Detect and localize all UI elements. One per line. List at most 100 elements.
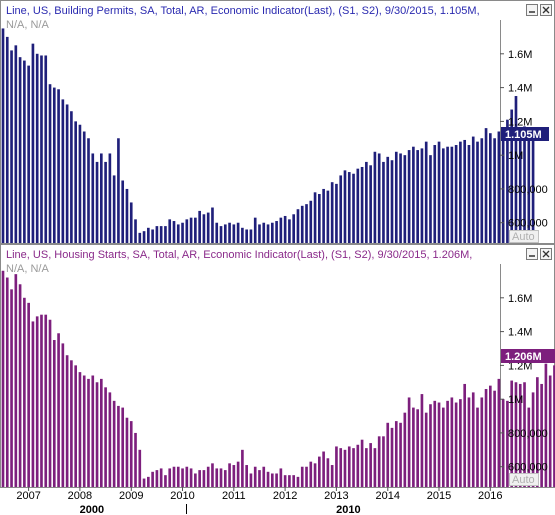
bottom-bar	[138, 449, 142, 487]
top-bar	[510, 109, 514, 243]
top-bar	[394, 151, 398, 243]
top-bar	[531, 137, 535, 243]
top-bar	[527, 131, 531, 243]
bottom-bar	[275, 473, 278, 487]
top-bar	[390, 160, 394, 243]
bottom-bar	[10, 289, 13, 487]
top-bar	[493, 138, 496, 243]
bottom-bar-series	[1, 270, 555, 487]
top-auto-button[interactable]: Auto	[509, 230, 539, 244]
top-bar	[523, 126, 526, 243]
top-bar	[459, 141, 462, 243]
x-year-label: 2015	[427, 490, 451, 502]
top-bar	[31, 43, 35, 244]
bottom-bar	[270, 473, 274, 487]
top-bar	[399, 153, 402, 243]
bottom-bar	[288, 475, 291, 487]
bottom-auto-button[interactable]: Auto	[509, 473, 539, 487]
top-bar	[347, 172, 351, 243]
x-year-label: 2014	[376, 490, 400, 502]
top-bar	[369, 165, 372, 243]
top-bar	[70, 111, 73, 243]
bottom-bar	[382, 436, 385, 487]
top-bar	[416, 150, 419, 243]
bottom-bar	[339, 448, 343, 487]
bottom-chart-subtitle: N/A, N/A	[6, 263, 49, 275]
top-bar	[10, 50, 13, 243]
top-close-button[interactable]	[540, 4, 552, 16]
top-bar	[61, 99, 65, 244]
bottom-minimize-button[interactable]	[526, 248, 538, 260]
top-bar	[95, 161, 99, 243]
bottom-bar	[155, 470, 159, 487]
bottom-bar	[501, 399, 505, 487]
x-year-label: 2007	[16, 490, 40, 502]
bottom-bar	[369, 443, 372, 487]
bottom-bar	[394, 421, 398, 487]
top-bar	[134, 219, 137, 243]
top-bar	[501, 136, 505, 243]
top-bar	[100, 153, 103, 243]
bottom-bar	[527, 407, 531, 487]
bottom-bar	[18, 284, 22, 487]
top-bar	[326, 190, 330, 243]
top-y-tick-label: 1M	[508, 150, 523, 162]
bottom-bar	[305, 466, 308, 487]
bottom-bar	[159, 468, 163, 487]
bottom-bar	[1, 270, 5, 487]
top-bar	[446, 146, 449, 243]
top-bar	[108, 153, 112, 243]
top-bar	[159, 226, 163, 243]
x-axis: 2007 2008 2009 2010 2011 2012 2013 2014 2015 2016…	[0, 487, 503, 515]
bottom-bar	[70, 360, 73, 487]
top-bar	[1, 28, 5, 244]
top-bar	[514, 96, 518, 244]
bottom-bar	[108, 392, 112, 487]
top-bar	[300, 205, 304, 243]
top-bar	[35, 53, 39, 243]
bottom-bar	[326, 458, 330, 487]
bottom-bar	[531, 392, 535, 487]
top-bar	[121, 180, 125, 243]
bottom-bar	[61, 343, 65, 487]
bottom-bar	[129, 421, 133, 487]
bottom-bar	[258, 470, 261, 487]
top-bar	[318, 194, 321, 243]
bottom-bar	[399, 422, 402, 487]
bottom-bar	[142, 478, 146, 487]
top-bar	[262, 222, 266, 243]
top-bar	[463, 139, 467, 243]
bottom-bar	[343, 449, 347, 487]
top-bar	[219, 226, 223, 243]
bottom-bar	[5, 277, 9, 487]
top-bar	[305, 204, 308, 243]
top-bar	[249, 229, 253, 243]
bottom-y-tick-label: 1.2M	[508, 360, 532, 372]
top-bar	[211, 207, 214, 243]
bottom-bar	[283, 475, 287, 487]
top-bar	[266, 224, 270, 243]
bottom-close-button[interactable]	[540, 248, 552, 260]
bottom-bar	[35, 316, 39, 487]
top-bar	[412, 146, 415, 243]
top-bar	[48, 84, 52, 243]
bottom-bar	[78, 372, 82, 487]
top-minimize-button[interactable]	[526, 4, 538, 16]
bottom-bar	[168, 468, 172, 487]
top-bar	[407, 150, 411, 243]
top-bar	[172, 221, 176, 243]
bottom-y-tick-label: 1M	[508, 394, 523, 406]
bottom-bar	[87, 378, 90, 487]
top-bar	[18, 57, 22, 243]
bottom-bar	[44, 314, 48, 487]
x-decade-label: 2010	[336, 504, 360, 515]
top-bar	[194, 217, 197, 243]
bottom-bar	[151, 471, 154, 487]
top-bar	[44, 55, 48, 244]
top-bar	[489, 133, 492, 243]
bottom-bar	[95, 382, 99, 487]
top-bar-series	[1, 28, 535, 244]
bottom-bar	[497, 378, 501, 487]
bottom-bar	[198, 470, 201, 487]
